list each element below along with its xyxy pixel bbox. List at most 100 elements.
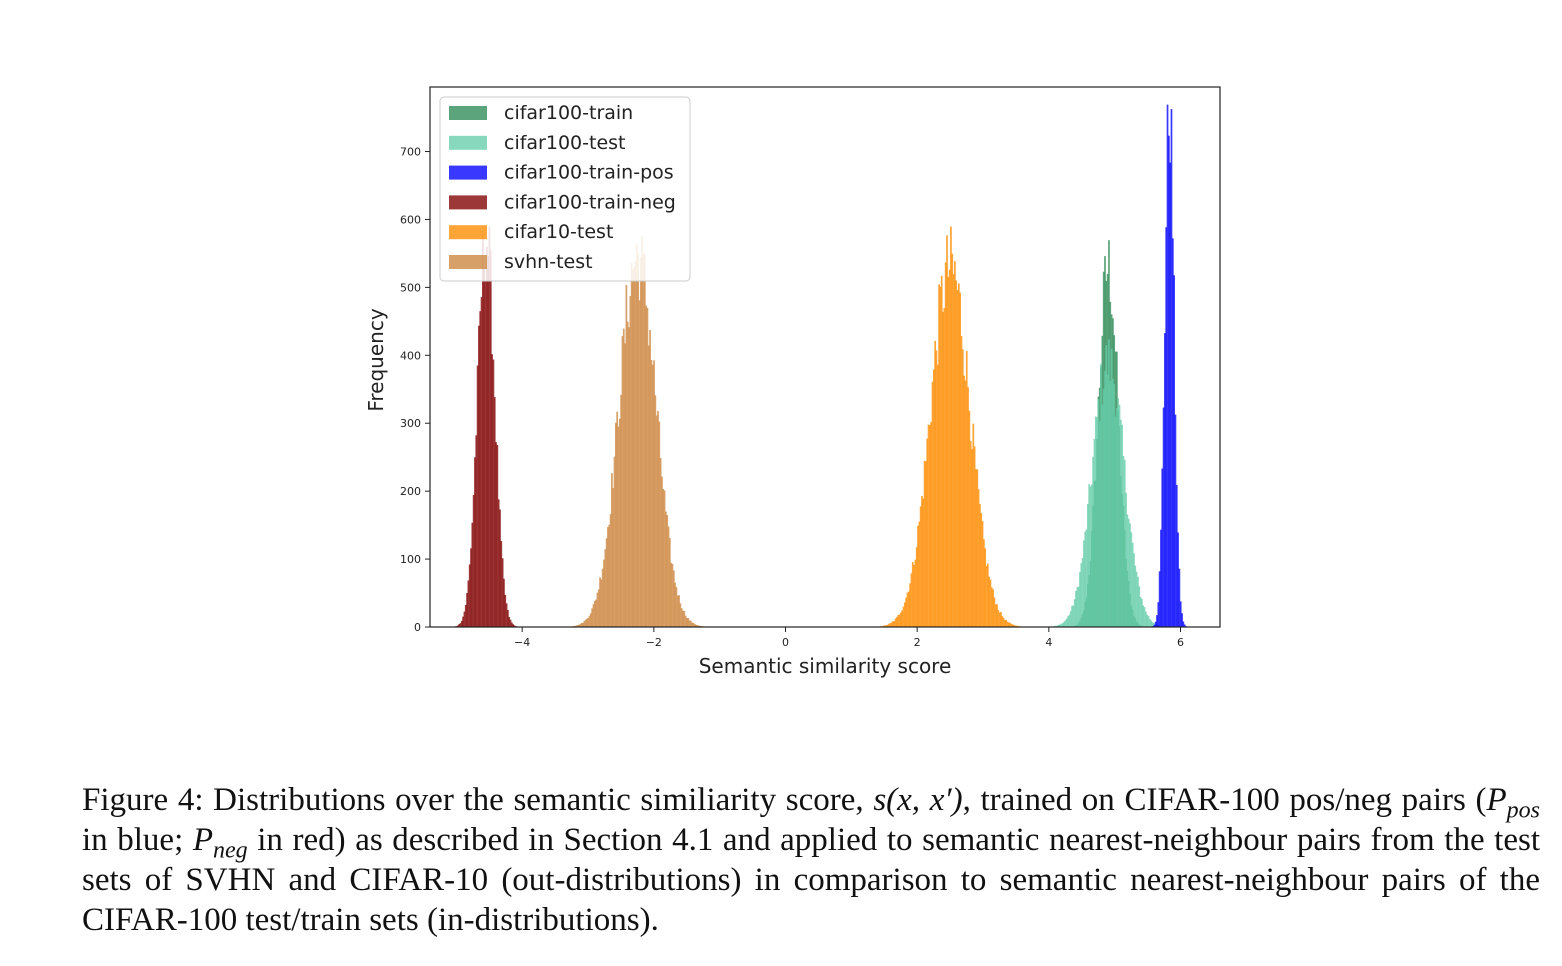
cifar100-test-bar	[1080, 563, 1083, 627]
cifar100-train-pos-bar	[1173, 275, 1175, 627]
cifar10-test-bar	[969, 441, 972, 627]
cifar100-train-neg-bar	[492, 359, 495, 627]
cifar100-test-bar	[1114, 416, 1117, 627]
svhn-test-bar	[587, 617, 590, 627]
cifar100-test-bar	[1102, 388, 1105, 627]
cifar100-test-bar	[1121, 424, 1123, 627]
svhn-test-bar	[603, 559, 605, 627]
cifar100-train-neg-bar	[463, 611, 466, 627]
svhn-test-bar	[684, 615, 687, 627]
cifar100-test-bar	[1072, 605, 1075, 627]
svhn-test-bar	[641, 235, 644, 627]
svhn-test-bar	[646, 307, 649, 627]
cifar100-test-bar	[1129, 523, 1131, 627]
cifar100-test-bar	[1059, 624, 1062, 627]
cifar10-test-bar	[927, 424, 930, 627]
svhn-test-bar	[583, 621, 586, 627]
cifar100-test-bar	[1067, 616, 1069, 627]
svhn-test-bar	[643, 253, 646, 627]
cifar10-test-legend-label: cifar10-test	[504, 221, 613, 243]
cifar100-train-neg-bar	[470, 548, 472, 627]
svhn-test-bar	[625, 285, 628, 627]
cifar10-test-bar	[929, 425, 931, 627]
cifar100-test-bar	[1056, 625, 1059, 627]
cifar100-train-neg-legend-label: cifar100-train-neg	[504, 191, 676, 213]
cifar100-train-neg-bar	[467, 580, 470, 627]
cifar100-test-bar	[1135, 571, 1138, 627]
cifar100-train-neg-bar	[487, 255, 489, 627]
cifar100-train-neg-bar	[510, 622, 513, 627]
x-tick-label: 0	[782, 636, 789, 649]
cifar100-test-bar	[1123, 459, 1126, 627]
cifar10-test-bar	[1011, 624, 1014, 627]
svhn-test-bar	[614, 422, 617, 627]
cifar10-test-bar	[893, 620, 896, 627]
cifar10-test-bar	[906, 592, 909, 627]
cifar100-train-pos-bar	[1162, 407, 1165, 627]
svhn-test-bar	[592, 604, 595, 627]
svhn-test-bar	[616, 411, 619, 627]
y-tick-label: 500	[400, 281, 421, 294]
svhn-test-bar	[629, 295, 632, 627]
svhn-test-bar	[697, 625, 700, 627]
cifar100-test-bar	[1081, 557, 1084, 627]
cifar100-train-neg-bar	[484, 280, 487, 627]
cifar10-test-bar	[950, 226, 952, 627]
svhn-test-bar	[608, 524, 611, 627]
cifar100-train-neg-bar	[478, 325, 480, 627]
cifar100-train-pos-bar	[1174, 414, 1177, 627]
cifar100-test-bar	[1069, 611, 1072, 627]
cifar100-train-neg-bar	[466, 593, 468, 627]
cifar10-test-bar	[986, 563, 989, 627]
cifar10-test-bar	[894, 618, 897, 627]
cifar100-train-neg-bar	[468, 564, 471, 627]
svhn-test-bar	[670, 562, 673, 627]
cifar100-train-pos-bar	[1183, 624, 1186, 627]
cifar100-test-bar	[1090, 484, 1093, 627]
cifar10-test-bar	[884, 625, 886, 627]
cifar10-test-bar	[942, 311, 944, 627]
svhn-test-bar	[636, 244, 638, 627]
cifar100-test-bar	[1092, 456, 1094, 627]
svhn-test-bar	[611, 473, 613, 627]
cifar10-test-bar	[882, 625, 885, 627]
cifar10-test-bar	[940, 275, 943, 627]
svhn-test-bar	[638, 300, 641, 627]
cifar100-train-neg-bar	[460, 620, 463, 627]
cifar100-test-legend-swatch	[449, 135, 487, 150]
cifar10-test-bar	[902, 606, 905, 627]
cifar100-train-neg-bar	[483, 267, 486, 627]
svhn-test-bar	[645, 305, 647, 627]
cifar100-train-neg-bar	[507, 609, 509, 627]
cifar100-test-bar	[1097, 399, 1100, 627]
svhn-test-histogram	[568, 235, 708, 627]
y-tick-label: 700	[400, 146, 421, 159]
cifar100-train-pos-bar	[1158, 571, 1161, 627]
svhn-test-bar	[613, 456, 616, 627]
caption-part1: , trained on CIFAR-100 pos/neg pairs (	[962, 782, 1487, 818]
cifar10-test-histogram	[876, 226, 1025, 627]
cifar100-test-bar	[1058, 624, 1060, 627]
svhn-test-bar	[579, 624, 582, 627]
svhn-test-bar	[609, 514, 612, 627]
svhn-test-bar	[693, 624, 696, 627]
cifar100-train-neg-bar	[493, 397, 496, 627]
svhn-test-bar	[596, 592, 599, 627]
cifar100-test-bar	[1079, 572, 1081, 627]
cifar10-test-bar	[1006, 621, 1009, 627]
svhn-test-bar	[593, 601, 596, 627]
cifar100-test-bar	[1151, 621, 1154, 627]
svhn-test-bar	[624, 343, 626, 627]
svhn-test-bar	[618, 418, 621, 627]
cifar10-test-bar	[977, 489, 980, 627]
cifar100-test-bar	[1144, 611, 1147, 627]
cifar100-train-neg-bar	[508, 617, 511, 627]
cifar100-train-legend-label: cifar100-train	[504, 102, 633, 124]
cifar100-test-bar	[1083, 540, 1085, 627]
x-axis-label: Semantic similarity score	[699, 654, 952, 678]
cifar10-test-bar	[898, 614, 901, 627]
y-tick-label: 100	[400, 553, 421, 566]
caption-p-pos: Ppos	[1487, 782, 1541, 823]
cifar10-test-bar	[905, 597, 908, 627]
cifar100-train-neg-bar	[474, 457, 476, 627]
